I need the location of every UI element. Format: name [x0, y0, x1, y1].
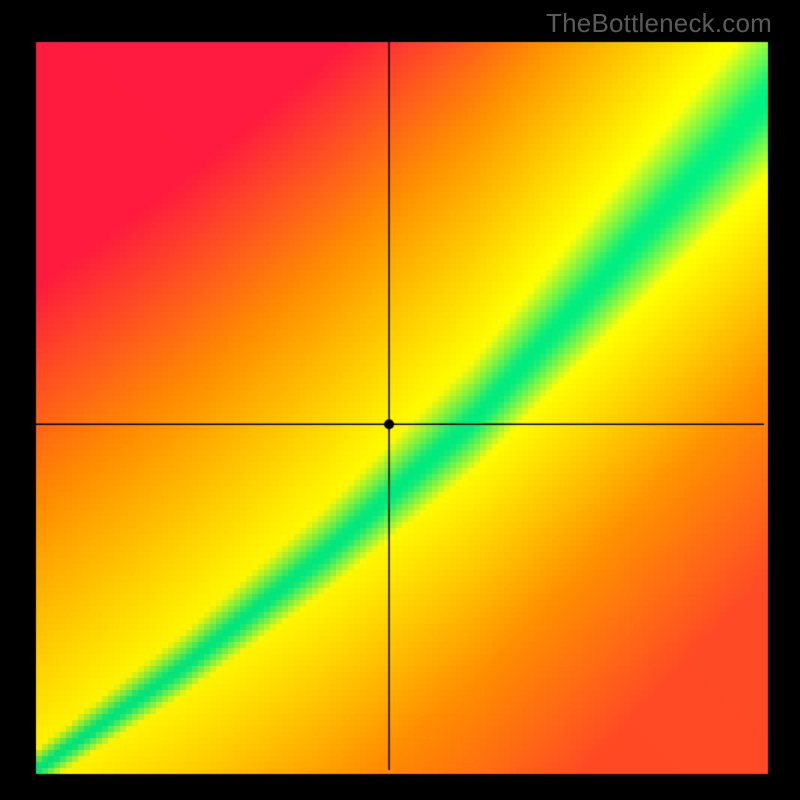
watermark-text: TheBottleneck.com — [546, 8, 772, 39]
bottleneck-heatmap — [0, 0, 800, 800]
